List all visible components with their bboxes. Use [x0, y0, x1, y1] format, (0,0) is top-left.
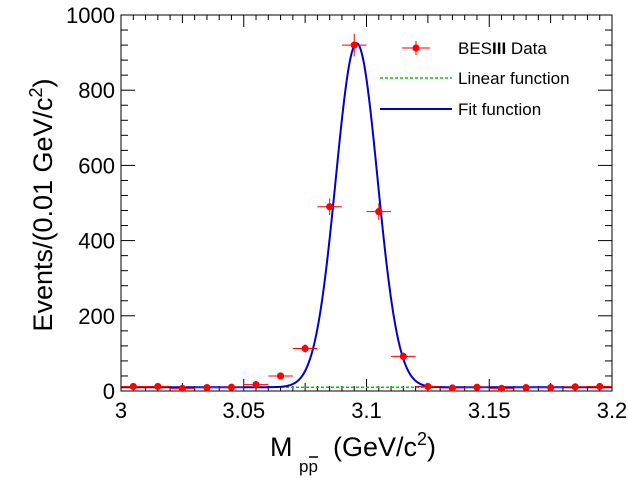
data-marker: [350, 41, 358, 49]
data-marker: [424, 382, 432, 391]
y-axis-title: Events/(0.01 GeV/c2): [26, 78, 58, 331]
data-marker: [448, 384, 457, 392]
y-tick-label: 1000: [66, 3, 115, 28]
y-tick-label: 600: [78, 153, 115, 178]
data-marker: [129, 382, 137, 391]
x-tick-label: 3.15: [468, 398, 511, 423]
data-point: [194, 384, 220, 392]
x-tick-label: 3.1: [351, 398, 382, 423]
data-point: [538, 384, 563, 392]
data-marker: [547, 384, 555, 392]
data-point: [366, 203, 392, 220]
data-point: [415, 382, 441, 391]
data-point: [219, 383, 244, 391]
data-marker: [596, 382, 604, 391]
data-marker: [276, 372, 285, 380]
data-point: [464, 383, 490, 391]
data-point: [562, 383, 588, 391]
data-marker: [301, 344, 309, 353]
legend-marker-data: [412, 44, 420, 52]
y-tick-label: 200: [78, 304, 115, 329]
x-axis-title-subscript: pp: [299, 457, 318, 476]
data-marker: [178, 384, 186, 392]
data-marker: [522, 384, 530, 392]
x-tick-label: 3.05: [222, 398, 265, 423]
data-point: [243, 381, 269, 389]
data-marker: [571, 383, 579, 391]
data-point: [341, 33, 367, 57]
data-marker: [399, 352, 407, 361]
y-tick-label: 400: [78, 229, 115, 254]
data-marker: [154, 382, 162, 391]
data-marker: [203, 384, 211, 392]
legend: BESIII Data Linear function Fit function: [380, 39, 570, 119]
fit-function-series: [121, 42, 612, 389]
y-tick-label: 800: [78, 78, 115, 103]
legend-label-fit: Fit function: [458, 100, 541, 119]
data-point: [391, 352, 416, 361]
data-point: [587, 382, 612, 391]
legend-item-linear: Linear function: [380, 69, 570, 88]
x-axis-title-units: (GeV/c2): [333, 429, 436, 462]
data-point: [317, 198, 342, 216]
x-tick-label: 3.2: [597, 398, 628, 423]
fit-function-curve: [121, 42, 612, 389]
x-tick-labels: 3 3.05 3.1 3.15 3.2: [115, 398, 627, 423]
legend-item-fit: Fit function: [380, 100, 541, 119]
data-point: [292, 344, 318, 353]
data-marker: [227, 383, 236, 391]
x-tick-label: 3: [115, 398, 127, 423]
legend-label-linear: Linear function: [458, 69, 570, 88]
data-marker: [473, 383, 481, 391]
x-axis-title: M pp (GeV/c2): [270, 429, 436, 476]
data-series: [121, 33, 612, 392]
data-marker: [375, 208, 383, 216]
data-point: [145, 382, 171, 391]
y-tick-label: 0: [103, 379, 115, 404]
axis-ticks: [120, 14, 613, 392]
y-tick-labels: 0 200 400 600 800 1000: [66, 3, 115, 404]
data-point: [489, 384, 514, 392]
data-point: [121, 382, 146, 391]
data-marker: [326, 203, 334, 211]
legend-item-data: BESIII Data: [402, 39, 547, 58]
data-point: [268, 372, 293, 380]
x-axis-title-main: M: [270, 432, 293, 462]
data-marker: [252, 381, 260, 389]
data-point: [170, 384, 195, 392]
data-point: [513, 384, 539, 392]
legend-label-data: BESIII Data: [458, 39, 547, 58]
data-marker: [497, 384, 506, 392]
data-point: [440, 384, 465, 392]
